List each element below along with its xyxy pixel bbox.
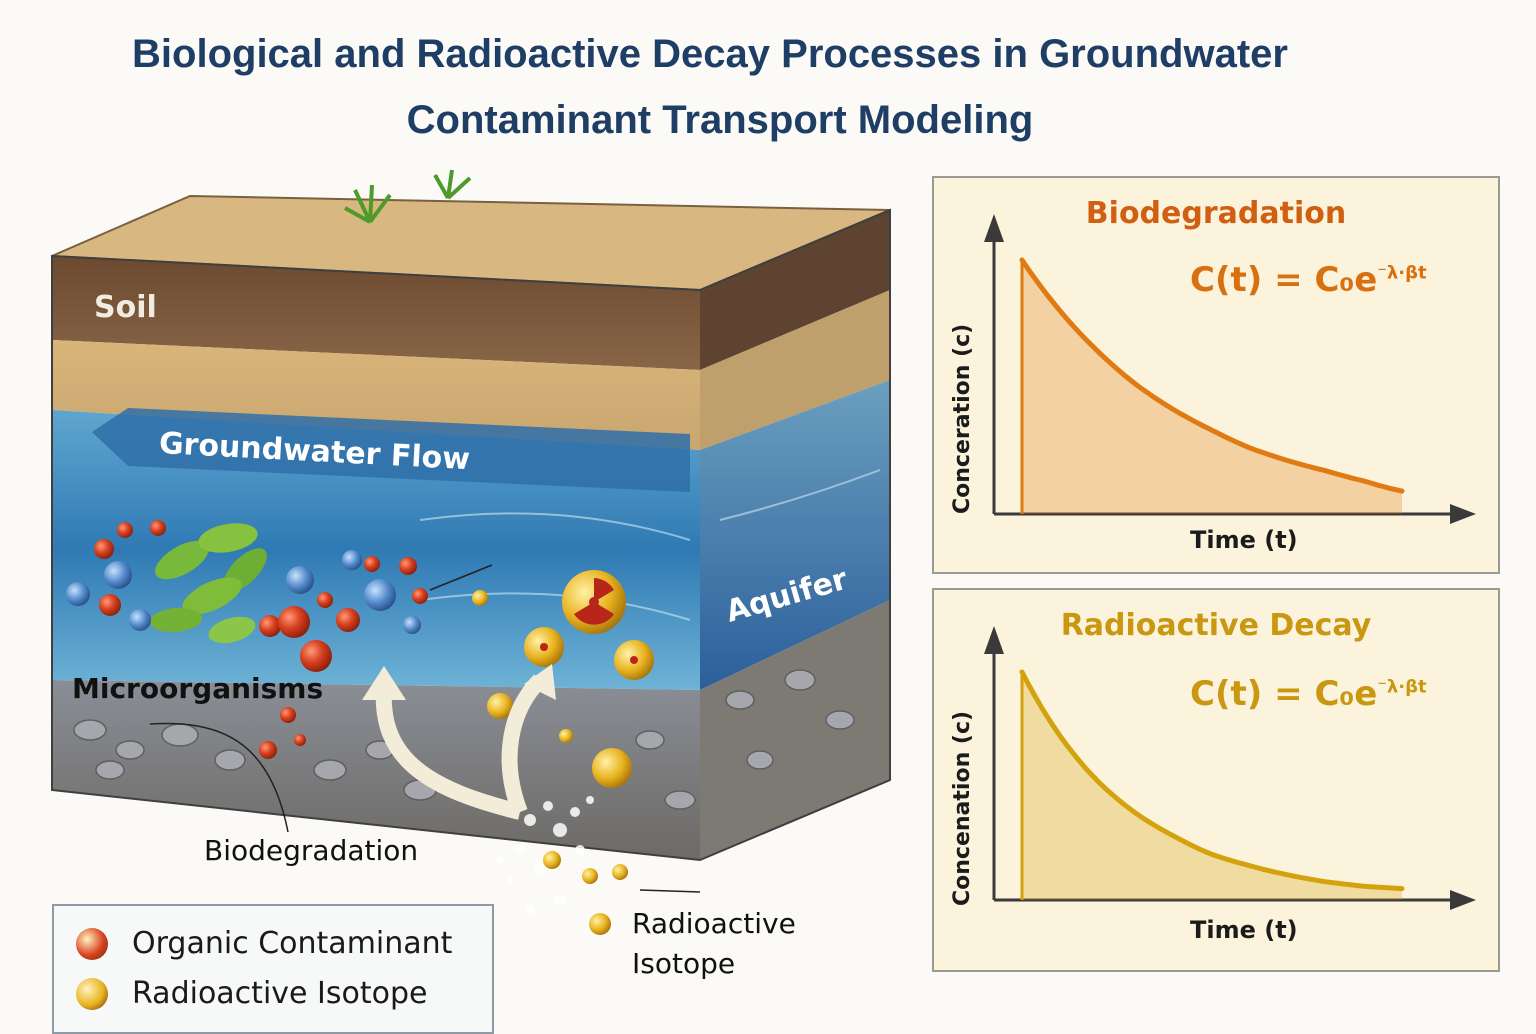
legend-label-isotope: Radioactive Isotope <box>132 976 428 1011</box>
radioactive-decay-equation: C(t) = C₀e⁻λ·βt <box>1190 674 1427 714</box>
side-water <box>700 380 890 690</box>
radioactive-isotope-label-line-1: Radioactive <box>632 907 796 940</box>
biodegradation-x-axis-label: Time (t) <box>1190 526 1298 554</box>
sand-layer <box>52 340 700 450</box>
radioactive-decay-y-axis-label: Concenation (c) <box>950 710 975 906</box>
gravel-layer <box>52 680 700 860</box>
biodegradation-label: Biodegradation <box>204 834 419 867</box>
geology-block-diagram <box>51 169 891 935</box>
radioactive-decay-equation-exponent: ⁻λ·βt <box>1377 676 1427 698</box>
blue-particles <box>66 550 421 634</box>
biodegradation-leader <box>149 722 289 833</box>
radioactive-decay-decay-curve <box>1019 669 1405 892</box>
legend-item-organic: Organic Contaminant <box>76 926 452 961</box>
groundwater-flow-arrow <box>92 408 690 492</box>
biodegradation-equation-main: C(t) = C₀e <box>1190 260 1378 300</box>
biodegradation-equation-exponent: ⁻λ·βt <box>1377 262 1427 284</box>
microorganisms-label: Microorganisms <box>72 672 324 705</box>
radioactive-isotope-label: Radioactive Isotope <box>632 904 796 984</box>
radioactive-decay-chart-title: Radioactive Decay <box>1060 608 1372 643</box>
gravel-stones <box>73 669 855 810</box>
biodegradation-y-axis-label: Conceration (c) <box>950 323 975 514</box>
radioactive-decay-x-axis-label: Time (t) <box>1190 916 1298 944</box>
legend-label-organic: Organic Contaminant <box>132 926 453 961</box>
radioactive-isotope-label-line-2: Isotope <box>632 947 736 980</box>
biodegradation-area-fill <box>1022 260 1402 514</box>
isotope-leader <box>639 889 701 893</box>
radioactive-decay-y-axis-arrow <box>984 626 1004 654</box>
page-title-line-1: Biological and Radioactive Decay Process… <box>132 32 1288 76</box>
soil-label: Soil <box>94 290 157 325</box>
contaminant-plume <box>496 796 594 915</box>
radiation-symbol-icon <box>540 578 638 664</box>
radioactive-isotope-swatch <box>76 977 108 1010</box>
biodegradation-chart <box>984 214 1476 524</box>
side-sand <box>700 290 890 450</box>
biodegradation-y-axis-arrow <box>984 214 1004 242</box>
radioactive-decay-chart <box>984 626 1476 910</box>
biodegradation-x-axis-arrow <box>1450 504 1476 524</box>
biodegradation-chart-title: Biodegradation <box>1085 196 1347 231</box>
radioactive-decay-x-axis-arrow <box>1450 890 1476 910</box>
biodegradation-decay-curve <box>1019 257 1405 494</box>
legend: Organic Contaminant Radioactive Isotope <box>52 904 494 1034</box>
biodegradation-equation: C(t) = C₀e⁻λ·βt <box>1190 260 1427 300</box>
organic-contaminant-swatch <box>76 927 108 960</box>
grass-icon <box>344 169 472 224</box>
radioactive-decay-area-fill <box>1022 672 1402 900</box>
microorganisms-cluster <box>150 523 267 644</box>
radioactive-decay-arrow <box>501 674 546 815</box>
soil-layer <box>52 256 700 370</box>
radioactive-decay-equation-main: C(t) = C₀e <box>1190 674 1378 714</box>
page-title-line-2: Contaminant Transport Modeling <box>406 98 1034 142</box>
side-gravel <box>700 600 890 860</box>
side-soil <box>700 210 890 370</box>
biodegradation-chart-panel: Biodegradation C(t) = C₀e⁻λ·βt Time (t) … <box>932 176 1500 574</box>
legend-item-isotope: Radioactive Isotope <box>76 976 427 1011</box>
organic-contaminant-particles <box>94 520 428 759</box>
biodegradation-arrow <box>375 689 522 820</box>
radioactive-decay-chart-panel: Radioactive Decay C(t) = C₀e⁻λ·βt Time (… <box>932 588 1500 972</box>
